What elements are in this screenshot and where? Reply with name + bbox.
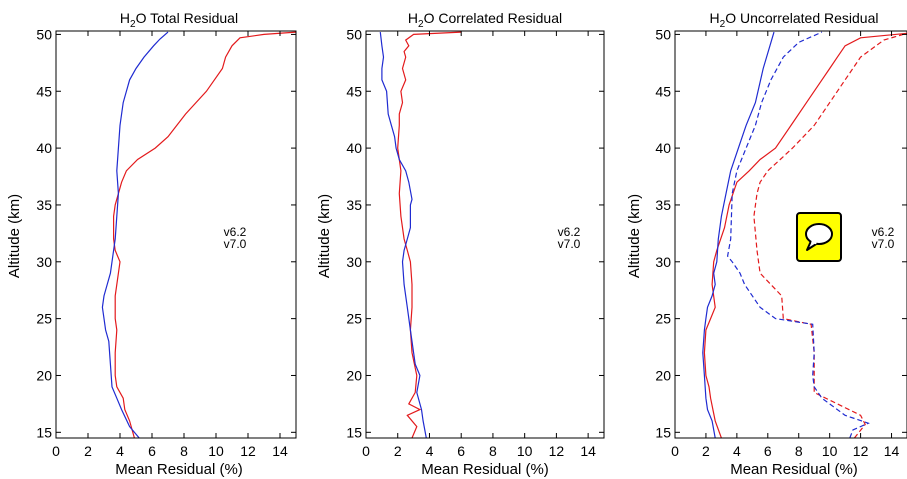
panel-title: H2O Total Residual	[120, 10, 238, 30]
x-tick-label: 4	[116, 443, 124, 459]
y-tick-label: 35	[346, 197, 362, 213]
y-tick-label: 30	[346, 254, 362, 270]
x-tick-label: 0	[671, 443, 679, 459]
y-tick-label: 20	[36, 367, 52, 383]
y-axis-label: Altitude (km)	[626, 194, 643, 278]
series-line-v7-0-dashed	[726, 31, 870, 438]
plot-frame	[674, 30, 907, 439]
y-tick-label: 50	[346, 26, 362, 42]
plot-frame	[55, 30, 297, 439]
series-line-v7-0	[702, 31, 775, 438]
legend-entry-v6-2: v6.2	[558, 225, 581, 239]
y-tick-label: 20	[346, 367, 362, 383]
x-tick-label: 14	[580, 443, 596, 459]
x-axis-label: Mean Residual (%)	[421, 461, 549, 478]
x-tick-label: 8	[489, 443, 497, 459]
legend-entry-v6-2: v6.2	[872, 225, 895, 239]
series-line-v6-2	[703, 32, 907, 438]
x-tick-label: 2	[702, 443, 710, 459]
speech-bubble-glyph	[805, 223, 833, 251]
x-tick-label: 14	[272, 443, 288, 459]
series-line-v6-2	[397, 31, 462, 438]
y-tick-label: 35	[36, 197, 52, 213]
x-tick-label: 6	[457, 443, 465, 459]
y-axis-label: Altitude (km)	[6, 194, 23, 278]
series-group	[702, 31, 907, 438]
plot-frame	[365, 30, 605, 439]
y-tick-label: 25	[655, 311, 671, 327]
x-tick-label: 14	[884, 443, 900, 459]
x-tick-label: 0	[52, 443, 60, 459]
x-tick-label: 10	[208, 443, 224, 459]
y-tick-label: 50	[36, 26, 52, 42]
y-axis-label: Altitude (km)	[316, 194, 333, 278]
y-tick-label: 40	[655, 140, 671, 156]
panel-title: H2O Uncorrelated Residual	[710, 10, 879, 30]
series-line-v7-0	[379, 32, 427, 438]
x-axis-label: Mean Residual (%)	[730, 461, 858, 478]
y-tick-label: 30	[655, 254, 671, 270]
x-tick-label: 2	[394, 443, 402, 459]
y-tick-label: 45	[346, 83, 362, 99]
x-tick-label: 0	[362, 443, 370, 459]
y-tick-label: 15	[655, 424, 671, 440]
panel-uncorrelated-residual: H2O Uncorrelated Residual Mean Residual …	[626, 10, 907, 478]
x-tick-label: 10	[517, 443, 533, 459]
y-tick-label: 45	[655, 83, 671, 99]
series-line-v6-2-dashed	[753, 32, 907, 438]
x-tick-label: 12	[853, 443, 869, 459]
y-tick-label: 15	[36, 424, 52, 440]
legend-entry-v7-0: v7.0	[558, 237, 581, 251]
x-tick-label: 2	[84, 443, 92, 459]
panel-title: H2O Correlated Residual	[408, 10, 562, 30]
legend-entry-v7-0: v7.0	[872, 237, 895, 251]
y-tick-label: 40	[346, 140, 362, 156]
y-tick-label: 15	[346, 424, 362, 440]
series-group	[101, 31, 296, 438]
legend-entry-v7-0: v7.0	[224, 237, 247, 251]
x-tick-label: 10	[822, 443, 838, 459]
y-tick-label: 25	[346, 311, 362, 327]
y-tick-label: 25	[36, 311, 52, 327]
y-tick-label: 20	[655, 367, 671, 383]
x-axis-label: Mean Residual (%)	[115, 461, 243, 478]
series-line-v7-0	[101, 31, 169, 438]
panel-correlated-residual: H2O Correlated Residual Mean Residual (%…	[316, 10, 605, 478]
x-tick-label: 8	[795, 443, 803, 459]
y-tick-label: 30	[36, 254, 52, 270]
x-tick-label: 4	[733, 443, 741, 459]
legend-entry-v6-2: v6.2	[224, 225, 247, 239]
series-group	[379, 31, 462, 438]
x-tick-label: 4	[426, 443, 434, 459]
x-tick-label: 6	[148, 443, 156, 459]
y-tick-label: 50	[655, 26, 671, 42]
x-tick-label: 12	[549, 443, 565, 459]
y-tick-label: 40	[36, 140, 52, 156]
x-tick-label: 8	[180, 443, 188, 459]
panel-total-residual: H2O Total Residual Mean Residual (%) Alt…	[6, 10, 297, 478]
speech-bubble-icon[interactable]	[796, 212, 842, 262]
series-line-v6-2	[112, 31, 296, 438]
y-tick-label: 35	[655, 197, 671, 213]
x-tick-label: 6	[764, 443, 772, 459]
y-tick-label: 45	[36, 83, 52, 99]
x-tick-label: 12	[240, 443, 256, 459]
